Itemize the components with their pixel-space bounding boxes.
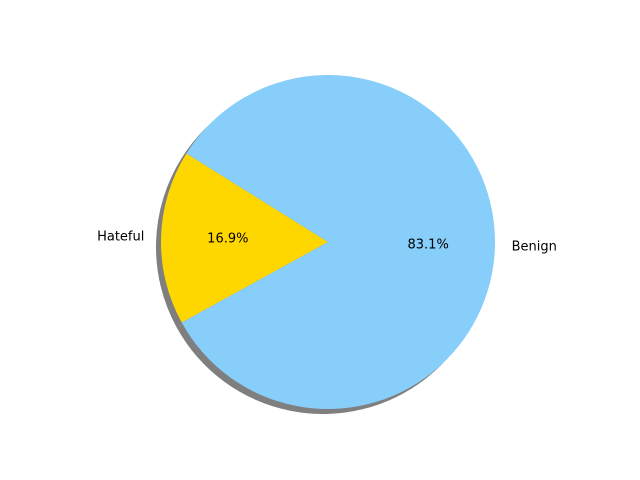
pie-slice-hateful <box>160 153 328 323</box>
pie-slices <box>160 75 495 409</box>
pct-label-benign: 83.1% <box>408 237 449 252</box>
pie-labels: Hateful 16.9% Benign 83.1% <box>97 229 557 254</box>
pct-label-hateful: 16.9% <box>207 232 248 247</box>
pie-slice-benign <box>181 75 495 409</box>
slice-label-benign: Benign <box>512 240 557 255</box>
slice-label-hateful: Hateful <box>97 229 144 244</box>
